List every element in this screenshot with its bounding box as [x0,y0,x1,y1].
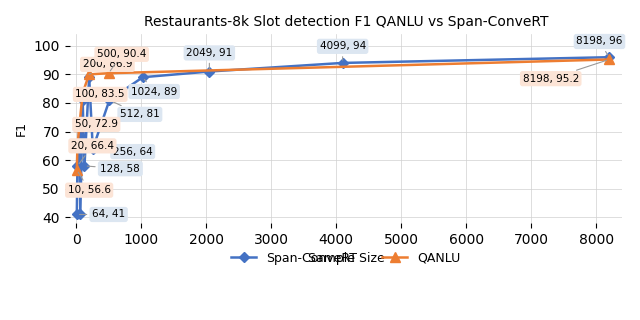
Span-ConveRT [76,212,84,216]
Text: 256, 64: 256, 64 [95,147,152,156]
Text: 64, 41: 64, 41 [79,210,125,220]
Text: 2049, 91: 2049, 91 [186,48,232,69]
Text: 200, 86.9: 200, 86.9 [83,59,132,74]
Span-ConveRT [74,164,81,168]
QANLU [73,168,81,172]
Span-ConveRT [81,164,88,168]
Text: 20, 66.4: 20, 66.4 [71,141,114,164]
Text: 4099, 94: 4099, 94 [319,41,365,60]
Text: 50, 72.9: 50, 72.9 [75,119,118,129]
Span-ConveRT [85,75,93,79]
Title: Restaurants-8k Slot detection F1 QANLU vs Span-ConveRT: Restaurants-8k Slot detection F1 QANLU v… [144,15,548,29]
Text: 128, 58: 128, 58 [87,164,140,174]
Y-axis label: F1: F1 [15,121,28,136]
QANLU [605,58,613,61]
Text: 100, 83.5: 100, 83.5 [76,89,125,100]
QANLU [76,124,83,128]
Span-ConveRT [76,121,83,125]
Span-ConveRT [205,69,213,73]
Span-ConveRT [79,98,86,102]
QANLU [74,144,81,148]
Line: QANLU: QANLU [72,55,614,175]
QANLU [79,91,86,95]
Span-ConveRT [73,212,81,216]
Line: Span-ConveRT: Span-ConveRT [74,54,612,218]
Legend: Span-ConveRT, QANLU: Span-ConveRT, QANLU [227,247,465,270]
Text: 1024, 89: 1024, 89 [131,79,177,97]
Text: 10, 56.6: 10, 56.6 [68,172,111,195]
Text: 8198, 96: 8198, 96 [576,36,623,55]
Text: 500, 90.4: 500, 90.4 [97,49,147,71]
Text: 8198, 95.2: 8198, 95.2 [522,60,607,84]
X-axis label: Sample Size: Sample Size [308,252,384,265]
Span-ConveRT [605,55,613,59]
QANLU [85,72,93,76]
Span-ConveRT [139,75,147,79]
QANLU [105,71,113,75]
Span-ConveRT [339,61,346,65]
Span-ConveRT [89,147,97,151]
Text: 512, 81: 512, 81 [112,101,160,119]
Span-ConveRT [106,98,113,102]
